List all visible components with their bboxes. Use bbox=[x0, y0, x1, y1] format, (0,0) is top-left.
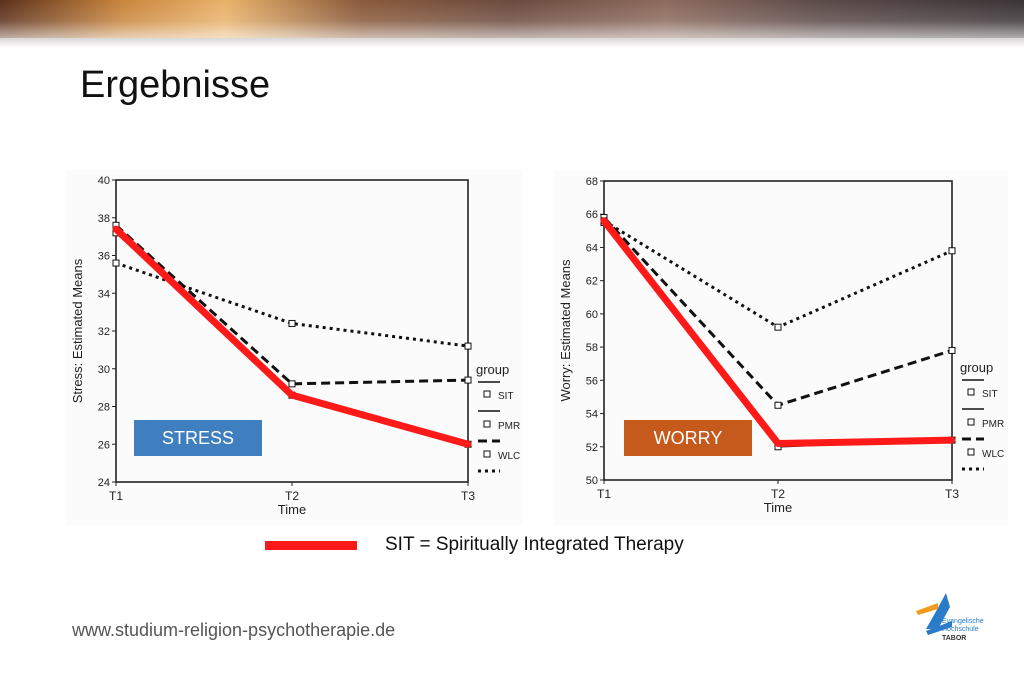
stress-chart-legend-sit-marker bbox=[483, 390, 491, 398]
worry-chart-series-wlc-point bbox=[774, 323, 782, 331]
stress-chart-ytick-label: 30 bbox=[98, 364, 110, 376]
worry-chart-ytick-label: 66 bbox=[586, 209, 598, 221]
tabor-logo: Evangelische Hochschule TABOR bbox=[916, 593, 984, 642]
stress-badge: STRESS bbox=[134, 420, 262, 456]
stress-chart-ytick-label: 34 bbox=[98, 288, 110, 300]
stress-chart-legend-title: group bbox=[476, 362, 509, 377]
logo-text-3: TABOR bbox=[942, 635, 966, 642]
stress-chart-ytick-label: 36 bbox=[98, 251, 110, 263]
worry-chart-ytick-label: 54 bbox=[586, 409, 598, 421]
logo-text-2: Hochschule bbox=[942, 626, 979, 633]
worry-chart-legend-wlc-label: WLC bbox=[982, 449, 1004, 460]
worry-chart-legend-title: group bbox=[960, 360, 993, 375]
stress-chart-yaxis-label: Stress: Estimated Means bbox=[70, 258, 85, 403]
worry-chart-xtick-label: T3 bbox=[945, 487, 959, 501]
worry-badge: WORRY bbox=[624, 420, 752, 456]
worry-chart-series-pmr-point bbox=[774, 401, 782, 409]
stress-chart-ytick-label: 32 bbox=[98, 326, 110, 338]
worry-chart-ytick-label: 52 bbox=[586, 442, 598, 454]
stress-chart-sit-highlight-line bbox=[112, 225, 472, 448]
logo-text-1: Evangelische bbox=[942, 618, 984, 625]
worry-chart-legend-pmr-label: PMR bbox=[982, 419, 1004, 430]
stress-chart-series-pmr-line bbox=[114, 224, 469, 386]
worry-chart-xtick-label: T2 bbox=[771, 487, 785, 501]
worry-chart-ytick-label: 68 bbox=[586, 176, 598, 188]
stress-chart-series-wlc-point bbox=[464, 342, 472, 350]
stress-chart-xtick-label: T3 bbox=[461, 489, 475, 503]
stress-chart-series-wlc-point bbox=[112, 259, 120, 267]
stress-chart-ytick-label: 28 bbox=[98, 402, 110, 414]
worry-chart-legend-pmr-marker bbox=[967, 418, 975, 426]
stress-chart-ytick-label: 24 bbox=[98, 477, 110, 489]
worry-chart-xaxis-label: Time bbox=[764, 500, 792, 515]
stress-chart-svg: 24 26 28 30 32 34 36 38 40 T1 T2 T3 Time Stress: Esti… bbox=[66, 170, 522, 525]
sit-legend-text: SIT = Spiritually Integrated Therapy bbox=[385, 534, 684, 555]
footer-url: www.studium-religion-psychotherapie.de bbox=[72, 620, 396, 640]
stress-chart-series-wlc-point bbox=[288, 319, 296, 327]
logo-blue-stroke bbox=[926, 593, 950, 629]
stress-chart-series-pmr-point bbox=[288, 380, 296, 388]
worry-chart-ytick-label: 60 bbox=[586, 309, 598, 321]
worry-chart-ytick-label: 64 bbox=[586, 242, 598, 254]
worry-chart-yaxis-label: Worry: Estimated Means bbox=[558, 259, 573, 402]
stress-chart-ytick-label: 40 bbox=[98, 175, 110, 187]
stress-chart-ytick-label: 38 bbox=[98, 213, 110, 225]
stress-chart: 24 26 28 30 32 34 36 38 40 T1 T2 T3 Time Stress: Esti… bbox=[62, 165, 522, 525]
stress-chart-series-pmr-point bbox=[464, 376, 472, 384]
worry-chart-ytick-label: 58 bbox=[586, 342, 598, 354]
worry-chart-sit-highlight-line bbox=[600, 217, 956, 447]
stress-chart-legend-pmr-marker bbox=[483, 420, 491, 428]
logo-blue-base bbox=[926, 621, 952, 635]
worry-chart-svg: 50 52 54 56 58 60 62 64 66 68 T1 T2 T3 Time Worry: Est… bbox=[554, 171, 1008, 525]
stress-chart-xaxis-label: Time bbox=[278, 502, 306, 517]
stress-chart-background bbox=[66, 170, 522, 525]
worry-chart-series-pmr-point bbox=[948, 346, 956, 354]
worry-chart: 50 52 54 56 58 60 62 64 66 68 T1 T2 T3 Time Worry: Est… bbox=[548, 165, 1008, 525]
worry-chart-xtick-label: T1 bbox=[597, 487, 611, 501]
sit-legend-line bbox=[265, 541, 357, 550]
worry-chart-ytick-label: 56 bbox=[586, 375, 598, 387]
stress-chart-xtick-label: T1 bbox=[109, 489, 123, 503]
stress-chart-legend-wlc-label: WLC bbox=[498, 451, 520, 462]
header-banner-shade bbox=[0, 0, 1024, 38]
stress-chart-legend-pmr-label: PMR bbox=[498, 421, 520, 432]
stress-chart-xtick-label: T2 bbox=[285, 489, 299, 503]
stress-chart-legend-wlc-marker bbox=[483, 450, 491, 458]
header-banner-fade bbox=[0, 38, 1024, 48]
worry-chart-background bbox=[554, 171, 1008, 525]
worry-chart-legend-sit-marker bbox=[967, 388, 975, 396]
worry-chart-series-wlc-point bbox=[948, 247, 956, 255]
stress-chart-ytick-label: 26 bbox=[98, 439, 110, 451]
slide-title: Ergebnisse bbox=[80, 64, 271, 106]
worry-chart-ytick-label: 50 bbox=[586, 475, 598, 487]
worry-chart-ytick-label: 62 bbox=[586, 276, 598, 288]
worry-chart-legend-wlc-marker bbox=[967, 448, 975, 456]
logo-orange-stroke bbox=[916, 603, 938, 615]
worry-chart-legend-sit-label: SIT bbox=[982, 389, 998, 400]
stress-chart-legend-sit-label: SIT bbox=[498, 391, 514, 402]
